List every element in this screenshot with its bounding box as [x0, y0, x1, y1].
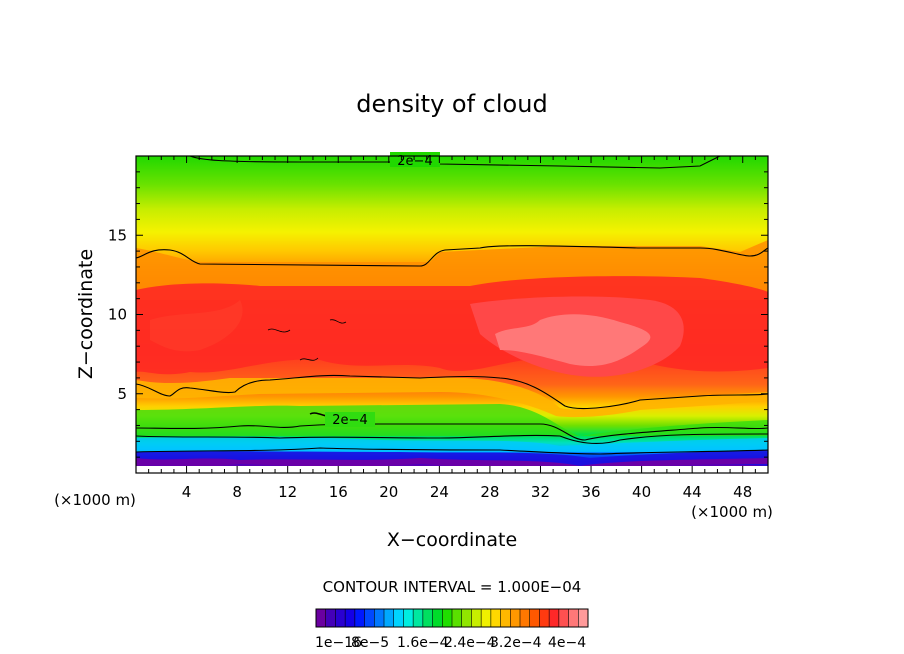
plot-area	[136, 156, 768, 473]
colorbar-swatch	[510, 609, 521, 627]
x-tick-label: 44	[683, 483, 702, 501]
colorbar-swatch	[364, 609, 375, 627]
contour-mid	[136, 374, 768, 409]
colorbar-tick-label: 3.2e−4	[490, 635, 542, 651]
colorbar-swatch	[568, 609, 579, 627]
band-green-lower	[136, 404, 768, 436]
contour-speckle-2	[267, 319, 347, 361]
contour-top	[189, 156, 721, 169]
y-axis: 5 10 15	[108, 171, 768, 458]
colorbar-swatch	[529, 609, 540, 627]
x-tick-label: 36	[581, 483, 600, 501]
y-tick-label: 5	[117, 385, 127, 403]
colorbar-swatch	[384, 609, 395, 627]
colorbar-swatch	[490, 609, 501, 627]
colorbar-swatch	[500, 609, 511, 627]
x-unit-label: (×1000 m)	[691, 503, 773, 521]
colorbar-swatch	[393, 609, 404, 627]
colorbar-swatch	[471, 609, 482, 627]
colorbar-labels: 1e−16 8e−5 1.6e−4 2.4e−4 3.2e−4 4e−4	[315, 635, 586, 651]
x-tick-label: 4	[182, 483, 192, 501]
colorbar-swatch	[422, 609, 433, 627]
contour-lower	[136, 423, 768, 441]
y-tick-label: 15	[108, 226, 127, 244]
y-tick-label: 10	[108, 306, 127, 324]
colorbar-swatch	[452, 609, 463, 627]
contour-label-low: 2e−4	[332, 413, 367, 428]
colorbar-swatch	[403, 609, 414, 627]
x-tick-label: 12	[278, 483, 297, 501]
colorbar-swatch	[316, 609, 327, 627]
colorbar-swatch	[461, 609, 472, 627]
x-tick-label: 48	[733, 483, 752, 501]
colorbar-swatch	[539, 609, 550, 627]
x-tick-label: 16	[329, 483, 348, 501]
band-cyan-lower	[136, 436, 768, 452]
colorbar-swatch	[442, 609, 453, 627]
contour-lower-2	[136, 433, 768, 445]
colorbar-tick-label: 1.6e−4	[397, 635, 449, 651]
x-tick-label: 20	[379, 483, 398, 501]
x-axis: 4 8 12 16 20 24 28 32 36 40 44 48	[148, 156, 756, 501]
colorbar-swatch	[549, 609, 560, 627]
colorbar-swatch	[432, 609, 443, 627]
colorbar-swatch	[413, 609, 424, 627]
contour-interval-label: CONTOUR INTERVAL = 1.000E−04	[323, 578, 582, 596]
colorbar-swatch	[354, 609, 365, 627]
chart-title: density of cloud	[356, 90, 547, 118]
x-axis-title: X−coordinate	[387, 529, 517, 551]
x-tick-label: 40	[632, 483, 651, 501]
y-unit-label: (×1000 m)	[54, 491, 136, 509]
contour-label-top: 2e−4	[397, 154, 432, 169]
colorbar-frame	[315, 608, 589, 628]
colorbar-tick-label: 8e−5	[351, 635, 389, 651]
colorbar-swatch	[335, 609, 346, 627]
colorbar-swatch	[578, 609, 589, 627]
contour-label-bg-low	[325, 412, 375, 427]
band-pink-inner	[495, 314, 651, 367]
band-red-streak	[150, 300, 243, 352]
x-tick-label: 8	[232, 483, 242, 501]
colorbar-swatch	[325, 609, 336, 627]
colorbar	[315, 608, 589, 628]
colorbar-swatch	[520, 609, 531, 627]
colorbar-tick-label: 4e−4	[548, 635, 586, 651]
contour-lower-3	[136, 447, 768, 455]
y-axis-title: Z−coordinate	[75, 249, 97, 379]
x-tick-label: 32	[531, 483, 550, 501]
colorbar-swatch	[345, 609, 356, 627]
contour-upper	[136, 245, 768, 267]
colorbar-tick-label: 1e−16	[315, 635, 362, 651]
colorbar-tick-label: 2.4e−4	[444, 635, 496, 651]
x-tick-label: 24	[430, 483, 449, 501]
colorbar-swatch	[558, 609, 569, 627]
x-tick-label: 28	[480, 483, 499, 501]
colorbar-swatch	[374, 609, 385, 627]
band-yellow-lower	[136, 377, 768, 418]
colorbar-swatch	[481, 609, 492, 627]
